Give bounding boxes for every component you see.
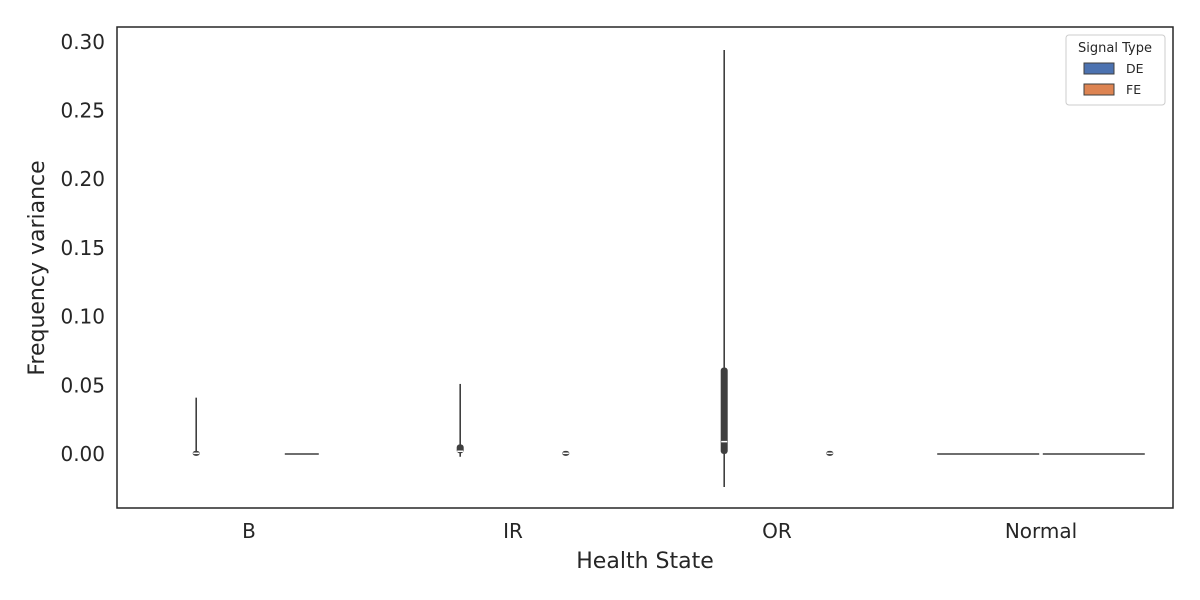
legend-entries: DE FE xyxy=(1083,61,1144,97)
box-DE-OR xyxy=(720,367,728,454)
y-tick-label: 0.30 xyxy=(60,30,105,54)
y-tick-label: 0.10 xyxy=(60,305,105,329)
x-axis-ticks: B IR OR Normal xyxy=(242,519,1077,543)
legend-title: Signal Type xyxy=(1078,41,1152,56)
x-tick-label: OR xyxy=(762,519,792,543)
legend-swatch-DE xyxy=(1083,62,1115,75)
legend-label-DE: DE xyxy=(1126,61,1144,76)
y-tick-label: 0.05 xyxy=(60,373,105,397)
y-axis-ticks: 0.00 0.05 0.10 0.15 0.20 0.25 0.30 xyxy=(60,30,105,466)
plot-frame xyxy=(116,26,1174,509)
violin-marks xyxy=(192,50,1145,487)
y-tick-label: 0.00 xyxy=(60,442,105,466)
legend-swatch-FE xyxy=(1083,83,1115,96)
x-tick-label: B xyxy=(242,519,256,543)
y-tick-label: 0.15 xyxy=(60,236,105,260)
plot-area-background xyxy=(117,27,1173,508)
y-axis-label: Frequency variance xyxy=(25,160,50,375)
y-tick-label: 0.20 xyxy=(60,167,105,191)
x-axis-label: Health State xyxy=(576,549,713,574)
x-tick-label: IR xyxy=(503,519,523,543)
y-tick-label: 0.25 xyxy=(60,99,105,123)
legend: Signal Type DE FE xyxy=(1065,34,1166,106)
x-tick-label: Normal xyxy=(1005,519,1077,543)
legend-label-FE: FE xyxy=(1126,82,1141,97)
